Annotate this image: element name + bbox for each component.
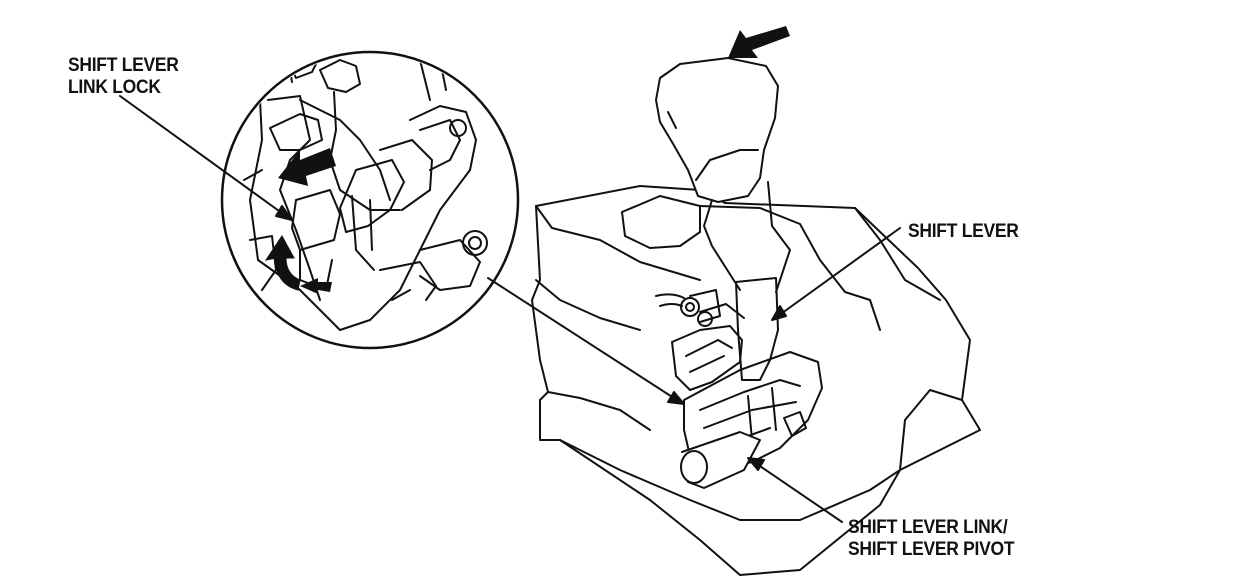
shift-lever-leader-head <box>771 305 787 321</box>
lever-bolt-inner <box>685 302 695 312</box>
magnifier-leader <box>487 277 681 403</box>
shift-knob <box>655 57 779 203</box>
curved-arrow-up-icon <box>264 235 301 291</box>
link-lock-label: SHIFT LEVER LINK LOCK <box>68 55 179 99</box>
lever-body <box>735 277 779 381</box>
console-right-wall <box>854 207 963 471</box>
magnified-mechanism <box>229 59 488 331</box>
magnifier-circle <box>220 50 520 350</box>
lever-link-bracket <box>671 325 743 391</box>
lever-bolt <box>680 297 700 317</box>
pivot-leader <box>753 461 843 523</box>
lever-link-rib <box>685 303 745 373</box>
console-boot <box>699 205 881 331</box>
pivot-nut <box>783 411 807 437</box>
shift-lever-leader <box>777 227 901 317</box>
link-lock-leader <box>119 95 287 217</box>
knob-shading <box>667 111 759 181</box>
console-housing <box>531 185 981 576</box>
arrow-left-icon <box>278 148 336 186</box>
pivot-tube <box>681 431 761 489</box>
pivot-label-line-1: SHIFT LEVER LINK/ <box>848 517 1008 538</box>
pivot-leader-head <box>747 457 765 471</box>
pivot-end <box>680 450 708 484</box>
magnifier-leader-head <box>667 391 685 405</box>
pivot-label: SHIFT LEVER LINK/ SHIFT LEVER PIVOT <box>848 517 1015 561</box>
pivot-label-line-2: SHIFT LEVER PIVOT <box>848 539 1015 560</box>
lever-bolt-body <box>689 289 721 323</box>
console-gate-opening <box>621 195 701 249</box>
console-left-wall <box>535 279 651 431</box>
link-lock-leader-head <box>275 205 293 221</box>
arrow-down-left-icon <box>728 26 790 58</box>
console-top-edge <box>535 205 701 281</box>
lever-spring <box>655 293 685 307</box>
shift-lever-label: SHIFT LEVER <box>908 221 1019 242</box>
lever-shaft <box>703 181 791 293</box>
lever-bolt-2 <box>697 311 713 327</box>
arrow-small-right-icon <box>300 278 332 294</box>
console-base <box>559 439 901 521</box>
link-lock-label-line-1: SHIFT LEVER <box>68 55 179 76</box>
link-lock-label-line-2: LINK LOCK <box>68 77 161 98</box>
